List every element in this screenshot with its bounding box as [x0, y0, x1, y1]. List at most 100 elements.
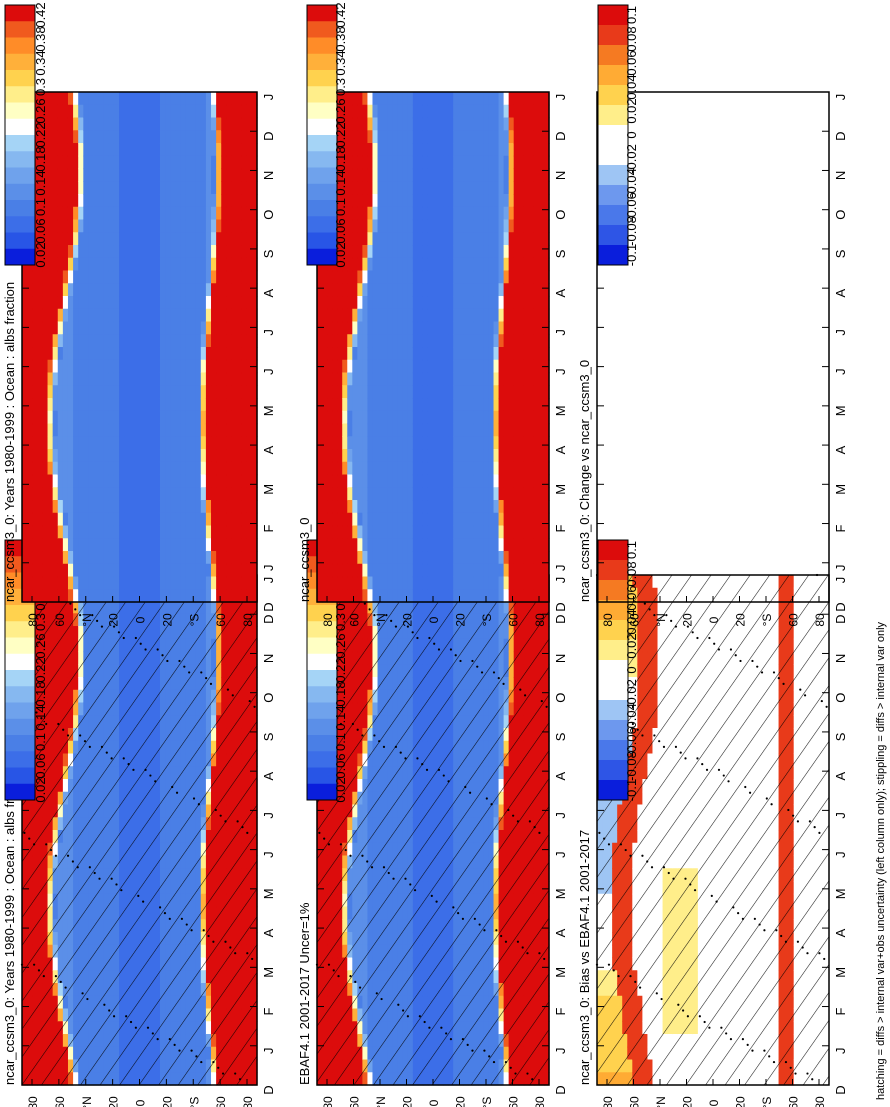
heatmap-cell [205, 551, 212, 565]
heatmap-cell [144, 245, 151, 259]
heatmap-cell [83, 130, 90, 144]
heatmap-cell [226, 563, 233, 578]
heatmap-cell [62, 117, 69, 131]
heatmap-cell [180, 525, 187, 539]
heatmap-cell [42, 181, 49, 195]
heatmap-cell [241, 525, 248, 539]
heatmap-cell [154, 589, 161, 603]
heatmap-cell [108, 449, 115, 463]
heatmap-cell [216, 270, 222, 284]
heatmap-cell [52, 321, 59, 335]
stipple-dot [248, 699, 251, 703]
heatmap-cell [134, 104, 141, 119]
heatmap-cell [67, 461, 74, 476]
heatmap-cell [139, 283, 146, 297]
heatmap-cell [159, 359, 166, 374]
heatmap-cell [42, 283, 49, 297]
heatmap-cell [98, 385, 105, 399]
heatmap-cell [73, 334, 79, 348]
heatmap-cell [62, 461, 69, 476]
heatmap-cell [88, 525, 95, 539]
heatmap-cell [226, 232, 233, 246]
heatmap-cell [180, 194, 187, 208]
heatmap-cell [175, 589, 181, 603]
heatmap-cell [251, 500, 258, 514]
heatmap-cell [78, 589, 84, 603]
heatmap-cell [221, 538, 227, 552]
heatmap-cell [88, 270, 95, 284]
heatmap-cell [57, 474, 64, 488]
colorbar-label: 0.02 [33, 242, 48, 267]
heatmap-cell [98, 474, 105, 488]
heatmap-cell [22, 500, 28, 514]
heatmap-cell [113, 117, 120, 131]
stipple-dot [112, 1015, 116, 1018]
heatmap-cell [83, 474, 90, 488]
heatmap-cell [47, 487, 54, 501]
heatmap-cell [67, 92, 74, 106]
heatmap-cell [42, 130, 49, 144]
heatmap-cell [251, 423, 258, 437]
colorbar-swatch [5, 53, 35, 71]
heatmap-cell [83, 487, 90, 501]
heatmap-cell [236, 232, 243, 246]
heatmap-cell [113, 359, 120, 374]
heatmap-cell [185, 104, 192, 119]
heatmap-cell [195, 563, 202, 578]
heatmap-cell [154, 270, 161, 284]
heatmap-cell [78, 143, 84, 157]
heatmap-cell [119, 194, 125, 208]
stipple-dot [79, 734, 82, 737]
colorbar-swatch [5, 70, 35, 87]
heatmap-cell [67, 296, 74, 310]
heatmap-cell [211, 347, 217, 361]
heatmap-cell [57, 551, 64, 565]
heatmap-cell [211, 257, 217, 272]
heatmap-cell [205, 219, 212, 233]
heatmap-cell [246, 155, 253, 170]
heatmap-cell [236, 117, 243, 131]
stipple-dot [66, 854, 70, 857]
heatmap-cell [73, 206, 79, 221]
heatmap-cell [73, 232, 79, 246]
heatmap-cell [103, 245, 110, 259]
heatmap-cell [47, 92, 54, 106]
heatmap-cell [47, 576, 54, 590]
heatmap-cell [200, 525, 207, 539]
heatmap-cell [113, 155, 120, 170]
heatmap-cell [190, 385, 197, 399]
heatmap-cell [175, 168, 181, 182]
heatmap-cell [119, 296, 125, 310]
heatmap-cell [246, 347, 253, 361]
heatmap-cell [98, 117, 105, 131]
heatmap-cell [113, 194, 120, 208]
heatmap-cell [88, 168, 95, 182]
heatmap-cell [154, 410, 161, 425]
heatmap-cell [190, 487, 197, 501]
heatmap-cell [226, 372, 233, 386]
heatmap-cell [98, 219, 105, 233]
heatmap-cell [129, 270, 135, 284]
heatmap-cell [190, 308, 197, 323]
colorbar-frame [4, 539, 36, 801]
heatmap-cell [62, 449, 69, 463]
lat-label: 80 [26, 1096, 40, 1107]
heatmap-cell [67, 589, 74, 603]
heatmap-cell [246, 359, 253, 374]
heatmap-cell [88, 155, 95, 170]
heatmap-cell [108, 104, 115, 119]
heatmap-cell [57, 398, 64, 412]
heatmap-cell [139, 117, 146, 131]
heatmap-cell [47, 423, 54, 437]
heatmap-cell [144, 181, 151, 195]
heatmap-cell [170, 423, 176, 437]
stipple-dot [49, 848, 53, 852]
heatmap-cell [47, 321, 54, 335]
heatmap-cell [139, 410, 146, 425]
stipple-dot [28, 837, 31, 840]
colorbar-label: 0.26 [33, 98, 48, 123]
heatmap-cell [165, 168, 171, 182]
heatmap-cell [129, 385, 135, 399]
heatmap-cell [205, 92, 212, 106]
heatmap-cell [62, 576, 69, 590]
